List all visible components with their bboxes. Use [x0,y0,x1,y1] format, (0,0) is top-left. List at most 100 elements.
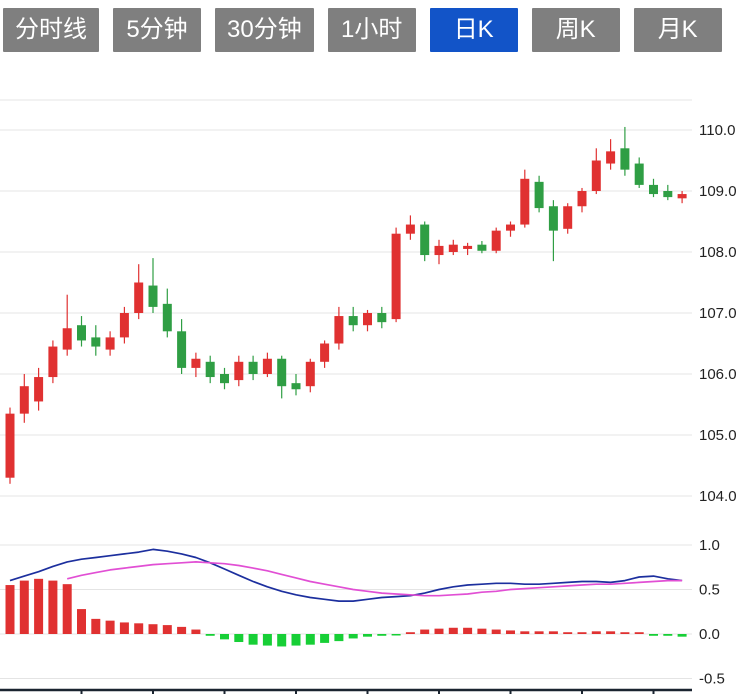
macd-bar [391,634,401,636]
macd-bar [491,629,501,634]
candle-body [348,316,358,326]
candle-body [634,163,644,185]
macd-bar [148,624,158,634]
candle-body [262,358,272,374]
candle-body [91,337,101,347]
macd-bar [77,609,86,634]
candle-body [77,325,86,341]
macd-bar [591,631,601,634]
macd-bar [649,634,658,636]
price-axis-label: 105.0 [699,427,737,444]
candlestick-chart[interactable]: 110.0 109.0 108.0 107.0 106.0 105.0 104.0 1.0 0.… [0,60,741,694]
candle-body [477,244,487,251]
price-axis-label: 106.0 [699,366,737,383]
candle-body [48,346,58,378]
macd-bar [291,634,301,646]
candle-body [162,303,172,332]
candle-body [119,313,129,338]
macd-bar [348,634,358,639]
axis-labels: 110.0 109.0 108.0 107.0 106.0 105.0 104.0 1.0 0.… [699,122,737,688]
candle-body [62,328,72,350]
candle-body [205,361,215,378]
macd-bar [5,585,15,634]
macd-bar [448,627,458,634]
candle-body [548,206,558,231]
macd-axis-label: -0.5 [699,671,725,688]
macd-bar [91,618,101,634]
candle-body [148,285,158,307]
candle-body [663,191,673,198]
macd-bar [377,634,387,636]
macd-bar [620,632,630,634]
candle-body [434,245,444,256]
candle-body [334,316,344,344]
candle-body [405,224,415,234]
macd-bar [663,634,673,636]
macd-bar [463,627,473,634]
macd-bar [577,632,587,634]
macd-bar [277,634,287,647]
macd-bar [19,580,29,634]
candle-body [377,313,387,323]
candle-body [277,358,287,387]
macd-bar [434,628,444,634]
tab-monthly-k[interactable]: 月K [633,8,722,52]
macd-bar [363,634,372,637]
tab-5min[interactable]: 5分钟 [113,8,201,52]
candle-body [363,313,372,326]
macd-bar [420,629,430,634]
candle-body [563,206,573,229]
tab-30min[interactable]: 30分钟 [215,8,314,52]
candle-body [248,361,258,374]
candle-body [320,343,330,362]
macd-axis-label: 0.0 [699,626,720,643]
candle-body [105,337,115,350]
macd-axis-label: 1.0 [699,537,720,554]
candle-body [191,358,201,368]
dea-line [66,561,683,597]
macd-bar [305,634,315,645]
macd-bar [205,634,215,636]
price-axis-label: 107.0 [699,305,737,322]
candle-body [520,178,530,225]
price-axis-label: 109.0 [699,183,737,200]
tab-minute-line[interactable]: 分时线 [3,8,99,52]
macd-bar [62,584,72,634]
candle-body [34,377,44,402]
candle-body [620,148,630,170]
candle-body [5,413,15,478]
macd-bar [162,625,172,634]
macd-bar [119,622,129,634]
macd-bar [677,634,687,637]
macd-bar [634,632,644,634]
macd-bar [506,630,515,634]
dif-line [9,548,683,602]
macd-bar [606,631,616,634]
candle-body [649,184,658,195]
macd-bar [477,628,487,634]
candle-body [234,361,244,381]
candle-body [677,194,687,199]
tab-weekly-k[interactable]: 周K [531,8,620,52]
tab-1hour[interactable]: 1小时 [327,8,416,52]
macd-bar [262,634,272,646]
macd-bar [191,629,201,634]
candle-body [491,230,501,251]
macd-bar [134,623,144,634]
candle-body [606,151,616,164]
timeframe-toolbar: 分时线 5分钟 30分钟 1小时 日K 周K 月K [3,8,741,52]
price-axis-label: 104.0 [699,488,737,505]
macd-bar [548,631,558,634]
macd-bar [248,634,258,645]
candle-body [463,245,473,249]
candle-body [291,383,301,390]
macd-bar [177,626,187,634]
macd-bar [220,634,229,640]
candle-body [506,224,515,231]
tab-daily-k[interactable]: 日K [429,8,518,52]
candle-body [305,361,315,387]
macd-axis-label: 0.5 [699,582,720,599]
macd-bar [520,631,530,634]
macd-bar [534,631,544,634]
macd-bar [563,632,573,634]
